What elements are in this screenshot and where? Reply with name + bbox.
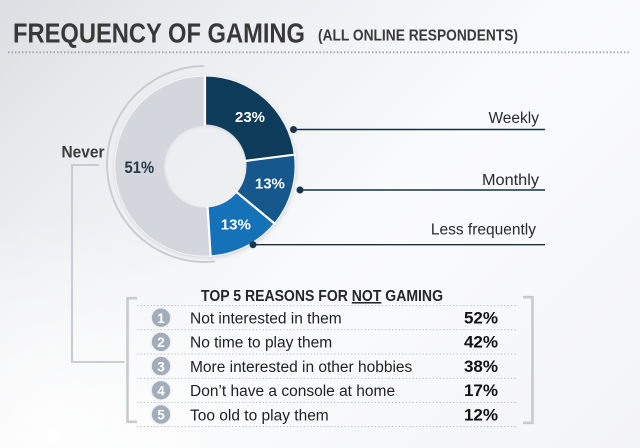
svg-text:FREQUENCY OF GAMING: FREQUENCY OF GAMING [13, 18, 305, 49]
svg-text:No time to play them: No time to play them [190, 335, 332, 352]
svg-text:Monthly: Monthly [482, 172, 539, 189]
svg-text:Less frequently: Less frequently [431, 222, 536, 239]
svg-text:12%: 12% [464, 405, 498, 424]
svg-text:Never: Never [62, 144, 106, 162]
svg-text:23%: 23% [235, 109, 265, 126]
svg-text:3: 3 [157, 359, 165, 374]
svg-text:TOP 5 REASONS FOR NOT GAMING: TOP 5 REASONS FOR NOT GAMING [201, 288, 443, 305]
svg-text:38%: 38% [464, 357, 498, 376]
svg-text:More interested in other hobbi: More interested in other hobbies [190, 359, 413, 376]
svg-text:2: 2 [157, 335, 165, 350]
svg-text:42%: 42% [464, 333, 498, 352]
svg-text:17%: 17% [464, 381, 498, 400]
svg-text:13%: 13% [255, 176, 285, 193]
svg-text:Weekly: Weekly [488, 110, 539, 127]
svg-text:Not interested in them: Not interested in them [190, 311, 342, 328]
svg-text:5: 5 [157, 408, 165, 423]
svg-text:Don’t have a console at home: Don’t have a console at home [190, 383, 395, 400]
svg-text:Too old to play them: Too old to play them [190, 407, 329, 424]
svg-text:13%: 13% [221, 217, 251, 234]
svg-text:(ALL ONLINE RESPONDENTS): (ALL ONLINE RESPONDENTS) [318, 27, 518, 44]
svg-text:4: 4 [157, 384, 165, 399]
svg-text:52%: 52% [464, 309, 498, 328]
svg-text:1: 1 [157, 311, 165, 326]
svg-text:51%: 51% [125, 158, 155, 177]
